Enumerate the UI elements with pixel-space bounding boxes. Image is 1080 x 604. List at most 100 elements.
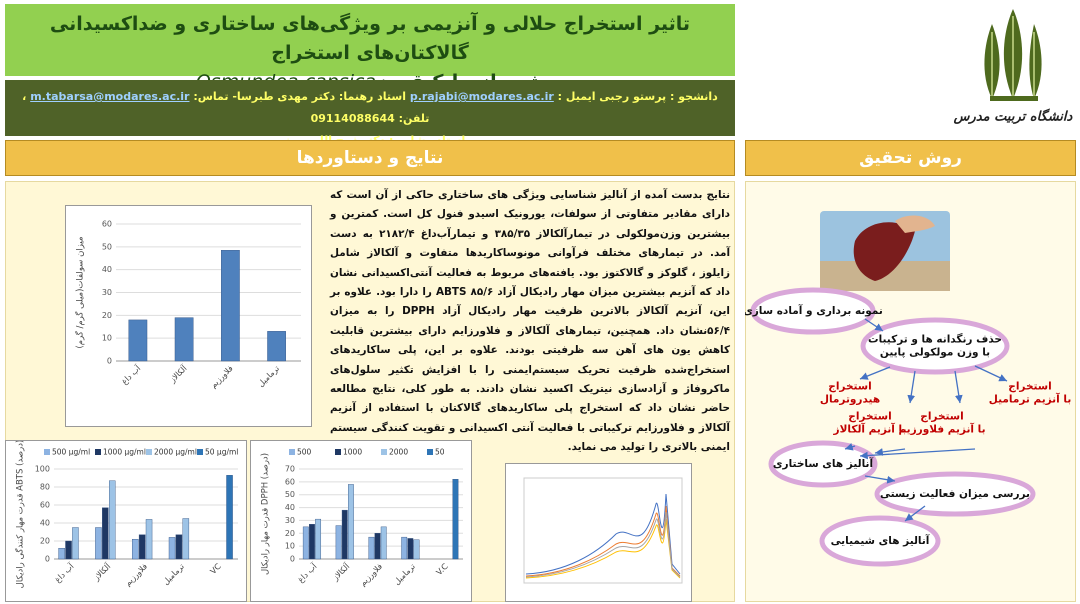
- x-tick-label: آب داغ: [295, 561, 319, 585]
- y-tick-label: 100: [35, 465, 50, 474]
- bar: [374, 533, 381, 560]
- student: دانشجو : پرستو رجبی ایمیل :: [557, 90, 718, 103]
- flow-node-text: آنالیز های شیمیایی: [831, 534, 930, 547]
- x-tick-label: آلکالاز: [167, 363, 189, 385]
- bar: [380, 526, 387, 560]
- bar: [182, 518, 190, 560]
- bar: [335, 525, 342, 560]
- info-bar: دانشجو : پرستو رجبی ایمیل : p.rajabi@mod…: [5, 80, 735, 147]
- y-tick-label: 80: [40, 483, 50, 492]
- bar: [226, 475, 233, 560]
- bar: [452, 479, 459, 560]
- title-banner: تاثیر استخراج حلالی و آنزیمی بر ویژگی‌ها…: [5, 4, 735, 93]
- bar: [302, 526, 309, 560]
- title-line: تاثیر استخراج حلالی و آنزیمی بر ویژگی‌ها…: [49, 13, 691, 64]
- spectrum-curve: [525, 511, 681, 578]
- advisor-email[interactable]: m.tabarsa@modares.ac.ir: [30, 90, 190, 103]
- y-tick-label: 0: [290, 555, 295, 564]
- flow-node-text: استخراج: [848, 411, 891, 423]
- flow-node-text: بررسی میزان فعالیت زیستی: [880, 488, 1030, 500]
- flow-node-text: آنالیز های ساختاری: [773, 457, 874, 470]
- legend-swatch: [95, 449, 101, 455]
- y-tick-label: 30: [102, 288, 112, 297]
- bar: [131, 538, 139, 560]
- sulfate-chart: 0 10 20 30 40 50 60 آب داغ آلکالاز فلاورزیم ترمامی…: [65, 205, 312, 427]
- bar: [267, 331, 286, 362]
- results-text: نتایج بدست آمده از آنالیز شناسایی ویژگی …: [330, 189, 730, 454]
- bar: [65, 540, 72, 560]
- legend-swatch: [197, 449, 203, 455]
- y-tick-label: 0: [45, 555, 50, 564]
- flow-node-text: با وزن مولکولی پایین: [880, 347, 990, 359]
- legend-swatch: [289, 449, 295, 455]
- x-tick-label: V.C: [435, 562, 451, 578]
- flow-node-text: نمونه برداری و آماده سازی: [745, 304, 883, 317]
- node-shapes: [750, 287, 1036, 567]
- x-tick-label: آلکالاز: [329, 561, 351, 583]
- legend-label: 1000 µg/ml: [103, 448, 146, 457]
- x-tick-label: آلکالاز: [90, 561, 112, 583]
- bar: [347, 484, 354, 560]
- flow-node-text: با آنزیم آلکالاز: [833, 423, 907, 436]
- y-axis-label: قدرت مهار کنندگی رادیکال ABTS (درصد): [15, 440, 26, 588]
- logo: دانشگاه تربیت مدرس: [953, 9, 1074, 125]
- x-tick-label: آب داغ: [52, 561, 76, 585]
- bar: [145, 519, 153, 560]
- y-axis-label: قدرت مهار رادیکال DPPH (درصد): [261, 453, 271, 575]
- advisor: استاد رهنما: دکتر مهدی طبرسا- تماس:: [193, 90, 406, 103]
- flow-node-text: هیدروترمال: [820, 394, 880, 406]
- legend-label: 2000: [389, 448, 408, 457]
- y-tick-label: 20: [40, 537, 50, 546]
- x-tick-label: VC: [209, 562, 223, 576]
- logo-text: دانشگاه تربیت مدرس: [953, 108, 1074, 125]
- logo-trees: [984, 9, 1042, 101]
- y-tick-label: 60: [285, 477, 295, 486]
- flow-node-text: استخراج: [920, 411, 963, 423]
- y-tick-label: 0: [107, 357, 112, 366]
- y-tick-label: 10: [285, 542, 295, 551]
- flow-node-text: استخراج: [1008, 381, 1051, 393]
- legend-swatch: [146, 449, 152, 455]
- bar: [407, 538, 414, 560]
- bar: [309, 524, 315, 560]
- y-tick-label: 60: [102, 220, 112, 229]
- spectrum-frame: [523, 477, 683, 584]
- legend-swatch: [381, 449, 387, 455]
- y-tick-label: 40: [102, 265, 112, 274]
- y-tick-label: 10: [102, 334, 112, 343]
- y-tick-label: 20: [102, 311, 112, 320]
- y-axis-label: میزان سولفات(میلی گرم/ گرم): [75, 236, 86, 348]
- student-email[interactable]: p.rajabi@modares.ac.ir: [409, 90, 554, 103]
- flow-node-text: با آنزیم فلاورزیم: [898, 423, 985, 436]
- bar: [413, 539, 420, 560]
- arrows: [844, 318, 1008, 522]
- flow-node-text: با آنزیم ترمامیل: [989, 393, 1072, 406]
- flow-node-text: حذف رنگدانه ها و ترکیبات: [868, 333, 1002, 346]
- bar: [168, 537, 176, 560]
- y-tick-label: 70: [285, 465, 295, 474]
- info-line: دانشجو : پرستو رجبی ایمیل : p.rajabi@mod…: [5, 86, 735, 130]
- bar: [108, 480, 116, 560]
- y-tick-label: 50: [285, 490, 295, 499]
- legend-label: 1000: [343, 448, 362, 457]
- y-tick-label: 30: [285, 516, 295, 525]
- spectrum-curve: [525, 505, 681, 577]
- x-tick-label: آب داغ: [119, 363, 143, 387]
- bar: [315, 518, 322, 560]
- bar: [221, 250, 240, 362]
- y-tick-label: 60: [40, 501, 50, 510]
- bar: [102, 507, 109, 560]
- spectrum-figure: [505, 463, 692, 602]
- x-tick-label: ترمامیل: [161, 562, 186, 587]
- legend-label: 50: [435, 448, 445, 457]
- y-tick-label: 40: [40, 519, 50, 528]
- phone: ، تلفن: 09114088644: [22, 90, 430, 125]
- dpph-chart: 0 10 20 30 40 50 60 70 آب داغ آلکالاز فلاورزیم ترما…: [250, 440, 472, 602]
- legend-label: 50 µg/ml: [205, 448, 238, 457]
- x-tick-label: ترمامیل: [256, 364, 281, 389]
- y-tick-label: 50: [102, 242, 112, 251]
- bar: [95, 527, 102, 560]
- legend-swatch: [335, 449, 341, 455]
- bar: [128, 319, 148, 362]
